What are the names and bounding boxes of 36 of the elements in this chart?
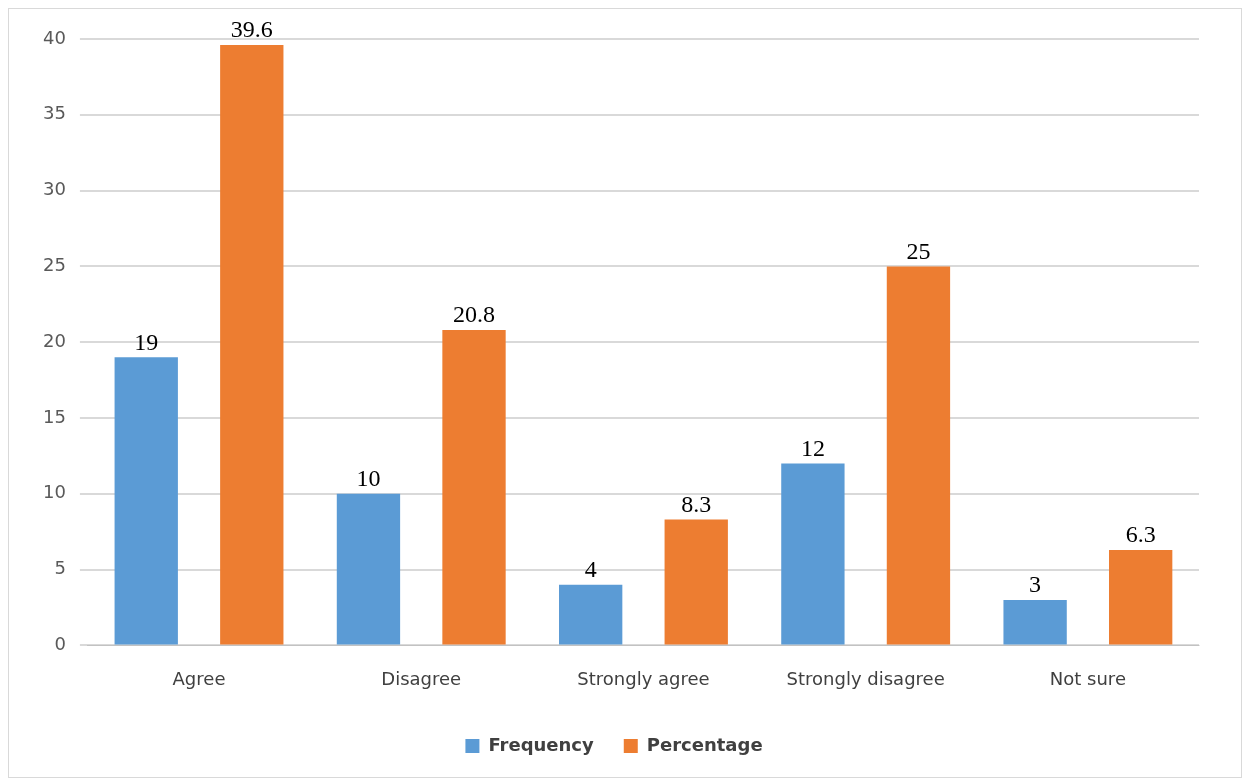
bar [559, 584, 623, 645]
data-label: 10 [356, 465, 381, 492]
y-tick-label: 30 [43, 178, 66, 200]
data-label: 39.6 [230, 16, 273, 43]
bar [1109, 549, 1173, 645]
y-tick-label: 20 [43, 329, 66, 351]
x-tick-label: Disagree [381, 667, 462, 689]
y-tick-label: 15 [43, 405, 66, 427]
data-label: 4 [584, 556, 597, 583]
data-label: 20.8 [453, 301, 496, 328]
bar [664, 519, 728, 645]
bar [336, 493, 401, 645]
legend-label: Frequency [488, 733, 595, 755]
bar [1003, 599, 1067, 645]
data-label: 6.3 [1125, 521, 1156, 548]
y-tick-label: 25 [43, 254, 66, 276]
bar [114, 357, 178, 645]
data-label: 12 [800, 434, 825, 461]
y-tick-label: 0 [54, 633, 66, 655]
y-tick-label: 40 [43, 26, 66, 48]
bar [442, 330, 506, 645]
y-tick-label: 5 [54, 557, 66, 579]
y-tick-label: 10 [43, 481, 66, 503]
x-tick-label: Strongly disagree [786, 667, 945, 689]
x-tick-label: Strongly agree [577, 667, 710, 689]
data-label: 19 [134, 328, 159, 355]
data-label: 3 [1029, 571, 1042, 598]
x-tick-label: Agree [172, 667, 226, 689]
bar [220, 45, 284, 645]
data-label: 25 [906, 237, 931, 264]
y-tick-label: 35 [43, 102, 66, 124]
bar [886, 266, 951, 645]
x-tick-label: Not sure [1049, 667, 1126, 689]
data-label: 8.3 [681, 490, 712, 517]
legend-label: Percentage [646, 733, 763, 755]
bar [781, 463, 845, 645]
